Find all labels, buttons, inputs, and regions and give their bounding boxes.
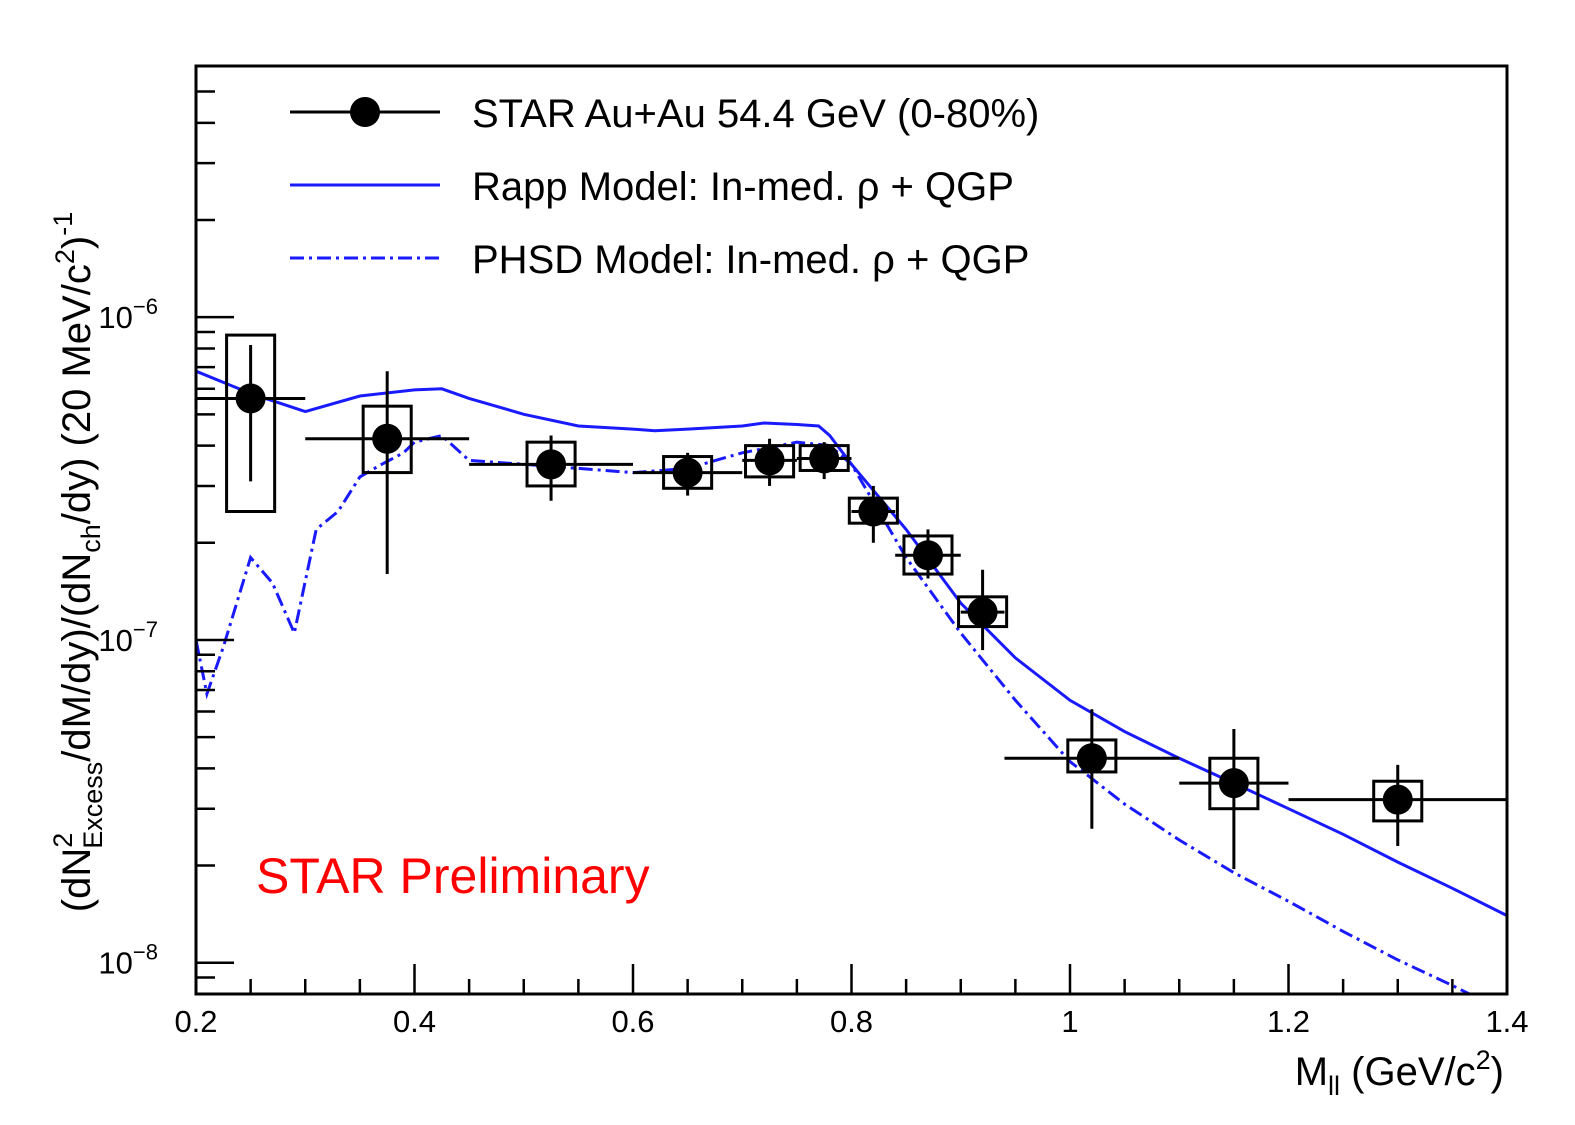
x-tick-label: 0.8 <box>830 1004 873 1039</box>
data-marker <box>1218 768 1249 799</box>
legend-marker-dot <box>350 97 380 127</box>
data-marker <box>967 597 998 628</box>
data-point <box>1179 728 1289 870</box>
y-tick-label: 10−8 <box>98 940 158 981</box>
data-point <box>796 442 852 480</box>
legend: STAR Au+Au 54.4 GeV (0-80%) Rapp Model: … <box>290 92 1039 282</box>
systematic-box <box>225 333 277 513</box>
y-tick-label: 10−6 <box>98 294 158 335</box>
data-point <box>1288 764 1507 846</box>
legend-label-star: STAR Au+Au 54.4 GeV (0-80%) <box>472 92 1039 136</box>
x-tick-label: 1 <box>1061 1004 1078 1039</box>
data-marker <box>912 540 943 571</box>
data-point <box>469 435 633 501</box>
y-tick-label: 10−7 <box>98 617 158 658</box>
data-marker <box>858 496 889 527</box>
data-point <box>895 529 961 579</box>
data-point <box>305 371 470 575</box>
data-marker <box>372 423 403 454</box>
data-marker <box>235 383 266 414</box>
data-point <box>196 333 306 513</box>
data-marker <box>1382 784 1413 815</box>
data-marker <box>672 457 703 488</box>
preliminary-annotation: STAR Preliminary <box>256 848 650 904</box>
data-point <box>847 485 899 543</box>
data-marker <box>1076 743 1107 774</box>
data-point <box>633 452 743 496</box>
x-tick-label: 1.4 <box>1485 1004 1528 1039</box>
data-point <box>742 438 797 486</box>
x-axis-title: Mll (GeV/c2) <box>1295 1045 1504 1101</box>
data-marker <box>536 449 567 480</box>
x-tick-label: 0.4 <box>393 1004 436 1039</box>
data-marker <box>809 443 840 474</box>
rapp-model-curve <box>196 369 1507 917</box>
data-point <box>957 569 1009 651</box>
y-axis-title: (dN2Excess/dM/dy)/(dNch/dy) (20 MeV/c2)-… <box>48 212 108 912</box>
phsd-model-curve <box>196 433 1473 994</box>
data-point <box>1004 709 1180 829</box>
x-tick-label: 0.2 <box>174 1004 217 1039</box>
data-marker <box>754 445 785 476</box>
legend-label-rapp: Rapp Model: In-med. ρ + QGP <box>472 165 1014 209</box>
x-tick-label: 1.2 <box>1267 1004 1310 1039</box>
legend-label-phsd: PHSD Model: In-med. ρ + QGP <box>472 238 1029 282</box>
x-tick-label: 0.6 <box>611 1004 654 1039</box>
